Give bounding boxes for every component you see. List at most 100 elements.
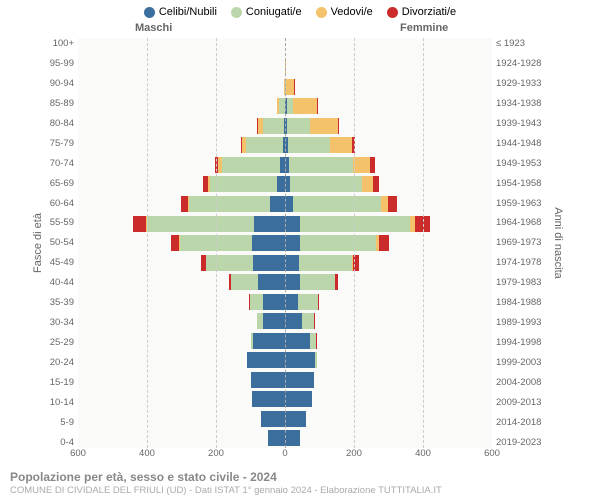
bar bbox=[199, 294, 285, 310]
female-half bbox=[285, 77, 492, 97]
bar bbox=[285, 274, 390, 290]
age-label: 60-64 bbox=[46, 198, 74, 209]
bar-segment bbox=[246, 137, 283, 153]
male-half bbox=[78, 155, 285, 175]
age-label: 80-84 bbox=[46, 118, 74, 129]
bar-segment bbox=[285, 352, 315, 368]
age-label: 15-19 bbox=[46, 377, 74, 388]
x-tick: 600 bbox=[70, 448, 86, 459]
bar-segment bbox=[285, 430, 300, 446]
bar bbox=[153, 255, 285, 271]
legend-swatch bbox=[144, 7, 155, 18]
bar bbox=[196, 352, 285, 368]
header-males: Maschi bbox=[135, 22, 172, 34]
bar-segment bbox=[277, 176, 285, 192]
female-half bbox=[285, 233, 492, 253]
bar bbox=[226, 430, 285, 446]
bar-segment bbox=[285, 196, 293, 212]
male-half bbox=[78, 409, 285, 429]
birth-label: 1944-1948 bbox=[496, 138, 544, 149]
bar-segment bbox=[253, 255, 285, 271]
x-tick: 0 bbox=[282, 448, 287, 459]
bar-segment bbox=[338, 118, 339, 134]
female-half bbox=[285, 116, 492, 136]
legend-item: Celibi/Nubili bbox=[144, 6, 217, 18]
bar bbox=[285, 430, 340, 446]
age-label: 25-29 bbox=[46, 337, 74, 348]
bar-segment bbox=[231, 274, 258, 290]
age-label: 70-74 bbox=[46, 158, 74, 169]
age-label: 0-4 bbox=[46, 437, 74, 448]
male-half bbox=[78, 311, 285, 331]
x-tick: 400 bbox=[139, 448, 155, 459]
bar bbox=[189, 137, 285, 153]
age-label: 50-54 bbox=[46, 237, 74, 248]
female-half bbox=[285, 214, 492, 234]
female-half bbox=[285, 58, 492, 78]
birth-label: 2004-2008 bbox=[496, 377, 544, 388]
male-half bbox=[78, 233, 285, 253]
bar bbox=[208, 313, 285, 329]
bar-segment bbox=[285, 333, 310, 349]
male-half bbox=[78, 77, 285, 97]
bar bbox=[285, 255, 409, 271]
bar bbox=[200, 333, 285, 349]
male-half bbox=[78, 370, 285, 390]
bar-segment bbox=[250, 294, 264, 310]
male-half bbox=[78, 390, 285, 410]
grid-line bbox=[354, 38, 355, 448]
grid-line bbox=[216, 38, 217, 448]
bar bbox=[209, 118, 285, 134]
age-label: 30-34 bbox=[46, 317, 74, 328]
bar-segment bbox=[247, 352, 285, 368]
bar-segment bbox=[286, 79, 294, 95]
age-label: 85-89 bbox=[46, 98, 74, 109]
bar-segment bbox=[285, 313, 302, 329]
y-axis-title-left: Fasce di età bbox=[32, 213, 44, 273]
birth-label: 2014-2018 bbox=[496, 417, 544, 428]
bar-segment bbox=[251, 372, 286, 388]
birth-label: 1999-2003 bbox=[496, 357, 544, 368]
bar-segment bbox=[310, 118, 338, 134]
bar bbox=[272, 79, 285, 95]
bar bbox=[164, 157, 285, 173]
bar-segment bbox=[318, 294, 319, 310]
population-pyramid-chart: Celibi/NubiliConiugati/eVedovi/eDivorzia… bbox=[0, 0, 600, 500]
bar bbox=[155, 176, 285, 192]
bar bbox=[245, 98, 285, 114]
male-half bbox=[78, 253, 285, 273]
bar-segment bbox=[285, 372, 314, 388]
legend-item: Divorziati/e bbox=[387, 6, 456, 18]
bar-segment bbox=[270, 196, 285, 212]
bar-segment bbox=[300, 235, 376, 251]
birth-label: 1994-1998 bbox=[496, 337, 544, 348]
bar bbox=[214, 411, 285, 427]
age-label: 90-94 bbox=[46, 78, 74, 89]
grid-line bbox=[423, 38, 424, 448]
bar-segment bbox=[253, 333, 285, 349]
birth-label: 1939-1943 bbox=[496, 118, 544, 129]
female-half bbox=[285, 390, 492, 410]
bar-segment bbox=[388, 196, 397, 212]
bar bbox=[285, 411, 351, 427]
bar-segment bbox=[254, 216, 285, 232]
bar bbox=[285, 216, 458, 232]
bar-segment bbox=[171, 235, 180, 251]
bar-segment bbox=[299, 255, 352, 271]
legend-label: Coniugati/e bbox=[246, 6, 302, 18]
age-label: 75-79 bbox=[46, 138, 74, 149]
chart-subtitle: COMUNE DI CIVIDALE DEL FRIULI (UD) - Dat… bbox=[10, 485, 590, 496]
female-half bbox=[285, 370, 492, 390]
bar-segment bbox=[252, 391, 285, 407]
male-half bbox=[78, 351, 285, 371]
bar bbox=[285, 59, 299, 75]
chart-title: Popolazione per età, sesso e stato civil… bbox=[10, 470, 590, 484]
bar-segment bbox=[263, 294, 285, 310]
female-half bbox=[285, 97, 492, 117]
bar-segment bbox=[330, 137, 352, 153]
bar-segment bbox=[353, 157, 370, 173]
birth-label: ≤ 1923 bbox=[496, 38, 544, 49]
female-half bbox=[285, 311, 492, 331]
bar-segment bbox=[258, 274, 285, 290]
birth-label: 1969-1973 bbox=[496, 237, 544, 248]
